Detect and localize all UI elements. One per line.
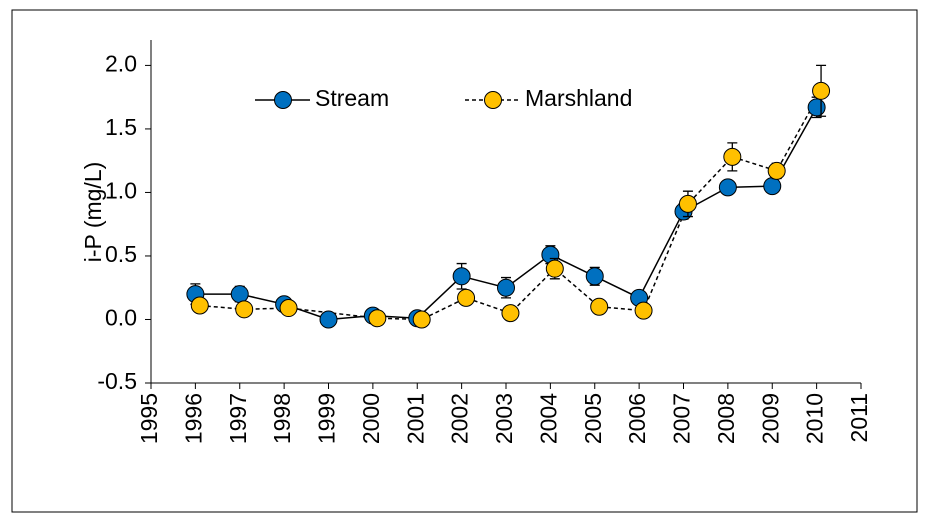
data-point <box>678 194 697 213</box>
data-point <box>634 301 653 320</box>
x-tick-label: 2001 <box>402 393 428 444</box>
data-point <box>452 267 471 286</box>
x-tick-label: 1998 <box>269 393 295 444</box>
legend-label: Marshland <box>525 85 632 111</box>
x-tick-label: 2008 <box>713 393 739 444</box>
data-point <box>767 161 786 180</box>
data-point <box>812 81 831 100</box>
y-tick-label: 2.0 <box>105 50 137 76</box>
x-tick-label: 2002 <box>447 393 473 444</box>
x-tick-label: 2005 <box>580 393 606 444</box>
legend-label: Stream <box>315 85 389 111</box>
data-point <box>723 147 742 166</box>
data-point <box>585 267 604 286</box>
data-point <box>235 300 254 319</box>
data-point <box>279 299 298 318</box>
x-tick-label: 2003 <box>491 393 517 444</box>
series-line <box>199 90 822 321</box>
data-point <box>319 310 338 329</box>
y-tick-label: 1.0 <box>105 178 137 204</box>
data-point <box>718 178 737 197</box>
data-point <box>412 310 431 329</box>
x-tick-label: 2009 <box>757 393 783 444</box>
data-point <box>807 98 826 117</box>
x-tick-label: 1995 <box>136 393 162 444</box>
data-point <box>545 259 564 278</box>
x-tick-label: 2004 <box>535 393 561 444</box>
data-point <box>230 285 249 304</box>
y-tick-label: -0.5 <box>97 368 137 394</box>
x-tick-label: 1996 <box>180 393 206 444</box>
data-point <box>590 297 609 316</box>
data-point <box>501 304 520 323</box>
legend-marker <box>274 91 292 109</box>
x-tick-label: 2011 <box>846 393 872 442</box>
y-axis-label: i-P (mg/L) <box>80 162 106 263</box>
data-point <box>190 296 209 315</box>
data-point <box>368 309 387 328</box>
data-point <box>457 288 476 307</box>
x-tick-label: 2000 <box>358 393 384 444</box>
y-tick-label: 0.0 <box>105 305 137 331</box>
x-tick-label: 1997 <box>225 393 251 444</box>
x-tick-label: 2006 <box>624 393 650 444</box>
y-tick-label: 1.5 <box>105 114 137 140</box>
data-point <box>763 177 782 196</box>
x-tick-label: 1999 <box>314 393 340 444</box>
x-tick-label: 2010 <box>802 393 828 444</box>
y-tick-label: 0.5 <box>105 241 137 267</box>
data-point <box>497 278 515 297</box>
legend-marker <box>484 91 502 109</box>
frame <box>11 9 918 513</box>
x-tick-label: 2007 <box>669 393 695 444</box>
